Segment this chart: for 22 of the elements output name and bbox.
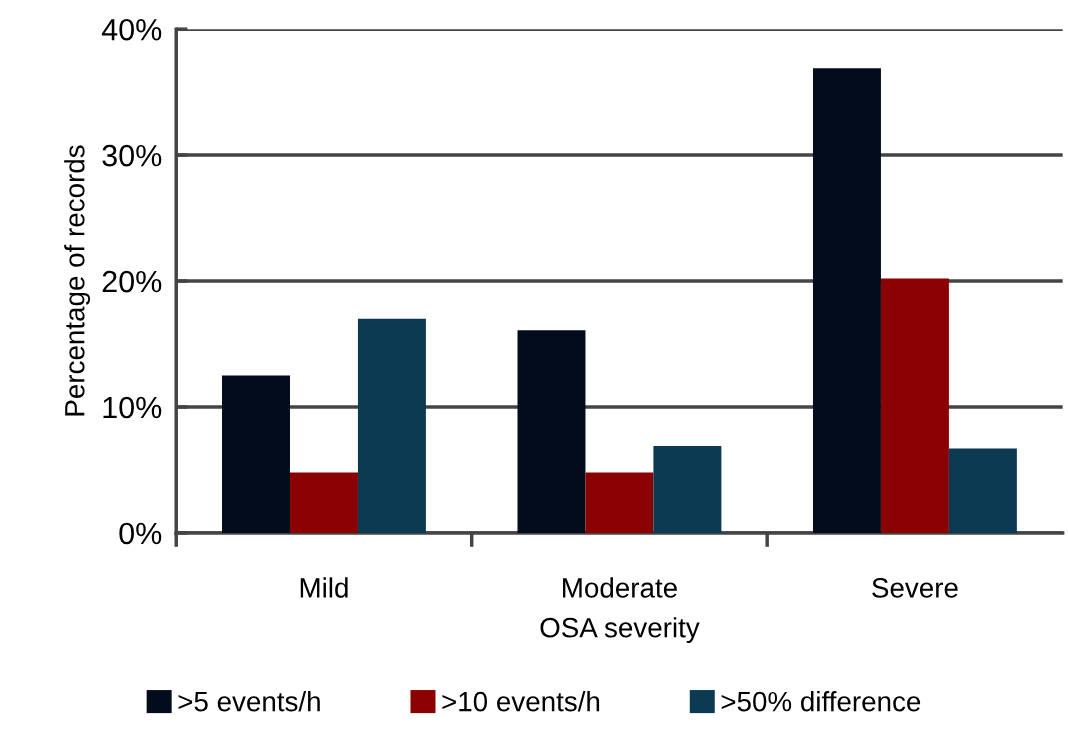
y-tick-label: 20% — [102, 270, 162, 293]
y-axis-title: Percentage of records — [64, 145, 91, 416]
y-tick-label: 30% — [102, 144, 162, 167]
bar — [289, 472, 358, 533]
bar — [812, 68, 881, 533]
bar — [222, 375, 290, 533]
y-tick-label: 10% — [103, 396, 162, 419]
bar — [653, 446, 722, 533]
legend-label: >10 events/h — [442, 691, 600, 712]
legend-label: >5 events/h — [178, 691, 320, 712]
bar — [357, 318, 426, 533]
bar — [585, 472, 654, 533]
bar — [880, 278, 949, 533]
y-tick-label: 0% — [119, 522, 162, 545]
x-axis-title: OSA severity — [540, 617, 700, 644]
legend-label: >50% difference — [721, 691, 921, 712]
x-tick-label: Mild — [300, 577, 348, 598]
bar — [948, 448, 1017, 533]
x-tick-label: Moderate — [563, 577, 677, 598]
y-tick-label: 40% — [101, 18, 162, 41]
bar — [517, 330, 586, 533]
x-tick-label: Severe — [872, 578, 958, 598]
